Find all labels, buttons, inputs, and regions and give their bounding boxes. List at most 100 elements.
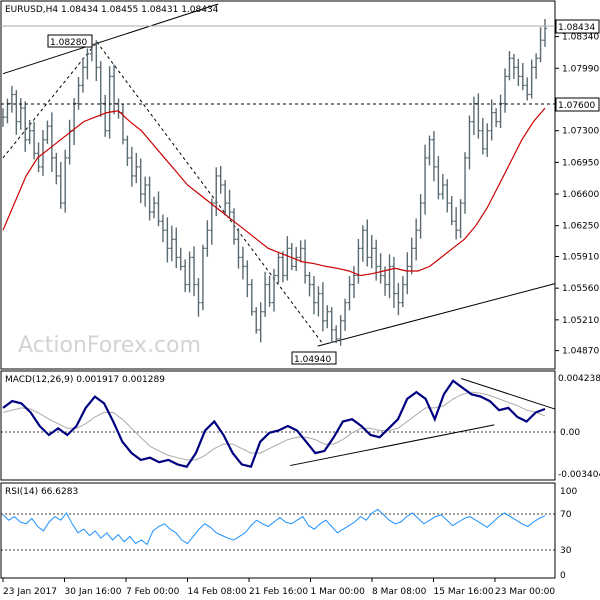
candle [374, 239, 379, 281]
candle [218, 165, 223, 194]
candle [254, 307, 259, 334]
candle [485, 123, 490, 157]
candle [169, 225, 174, 262]
price-ytick-label: 1.06600 [562, 190, 599, 200]
candle [147, 176, 152, 221]
candle [320, 282, 325, 332]
candle [427, 135, 432, 166]
macd-trendline [289, 424, 495, 467]
candle [516, 58, 521, 87]
x-tick-label: 23 Mar 00:00 [495, 587, 555, 597]
candle [249, 279, 254, 316]
candle [534, 53, 539, 79]
macd-ytick-bottom: -0.003404 [558, 470, 600, 480]
candle [405, 252, 410, 295]
candle [445, 179, 450, 213]
candle [334, 325, 339, 344]
candle [45, 120, 50, 144]
price-ytick-label: 1.05560 [562, 284, 599, 294]
candle [245, 260, 250, 298]
candle [387, 254, 392, 299]
candle [436, 156, 441, 200]
x-tick-label: 30 Jan 16:00 [65, 587, 122, 597]
price-ytick-label: 1.04870 [562, 347, 599, 357]
macd-signal-line [2, 391, 546, 461]
candle [307, 271, 312, 297]
price-ytick-label: 1.05210 [562, 316, 599, 326]
candle [156, 191, 161, 227]
candle [27, 119, 32, 145]
candle [174, 227, 179, 268]
candle [258, 302, 263, 343]
current-price-tag: 1.08434 [555, 19, 600, 34]
macd-trendline [461, 378, 556, 410]
candle [267, 275, 272, 307]
candle [383, 266, 388, 296]
high-marker: 1.08280 [47, 34, 93, 48]
candle [356, 238, 361, 284]
x-tick-label: 14 Feb 08:00 [188, 587, 247, 597]
x-tick-label: 1 Mar 00:00 [311, 587, 366, 597]
rsi-ytick-0: 0 [560, 571, 566, 581]
x-tick-label: 7 Feb 00:00 [126, 587, 180, 597]
price-trendline [2, 3, 219, 75]
candle [58, 161, 63, 209]
candle [9, 86, 14, 113]
candle [365, 219, 370, 267]
price-trendline [2, 41, 98, 159]
candle [480, 118, 485, 155]
candles [1, 18, 547, 346]
price-panel-frame [0, 0, 556, 370]
level-label: 1.07600 [558, 101, 595, 111]
candle [440, 174, 445, 200]
candle [325, 305, 330, 329]
candle [143, 176, 148, 207]
macd-ytick-top: 0.004238 [558, 374, 600, 384]
candle [351, 266, 356, 299]
candle [134, 152, 139, 184]
rsi-ytick-100: 100 [560, 487, 577, 497]
x-tick-label: 15 Mar 16:00 [434, 587, 494, 597]
macd-line [2, 379, 546, 469]
candle [85, 48, 90, 80]
candle [347, 276, 352, 311]
watermark: ActionForex.com [18, 333, 201, 358]
candle [289, 242, 294, 271]
candle [507, 51, 512, 81]
candle [400, 276, 405, 308]
low-marker-label: 1.04940 [294, 355, 331, 365]
candle [129, 146, 134, 187]
candle [49, 112, 54, 173]
candle [232, 208, 237, 245]
candle [200, 244, 205, 311]
candle [529, 59, 534, 99]
candle [18, 98, 23, 130]
candle [138, 158, 143, 204]
price-ytick-label: 1.06950 [562, 158, 599, 168]
candle [463, 152, 468, 214]
current-price-label: 1.08434 [558, 23, 595, 33]
candle [467, 115, 472, 170]
rsi-panel-title: RSI(14) 66.6283 [5, 487, 78, 497]
price-trendline [317, 283, 556, 347]
candle [94, 40, 99, 82]
candle [32, 121, 37, 160]
candle [311, 276, 316, 315]
price-ytick-label: 1.07300 [562, 127, 599, 137]
candle [178, 247, 183, 271]
candle [538, 27, 543, 63]
candle [187, 251, 192, 293]
candle [418, 194, 423, 239]
candle [227, 189, 232, 219]
level-tag: 1.07600 [555, 97, 600, 112]
price-panel-title: EURUSD,H4 1.08434 1.08455 1.08431 1.0843… [5, 5, 219, 15]
candle [165, 217, 170, 263]
candle [98, 61, 103, 117]
candle [272, 268, 276, 312]
candle [303, 239, 308, 284]
candle [503, 68, 508, 113]
x-tick-label: 21 Feb 16:00 [249, 587, 308, 597]
candle [152, 196, 157, 219]
candle [511, 54, 516, 80]
